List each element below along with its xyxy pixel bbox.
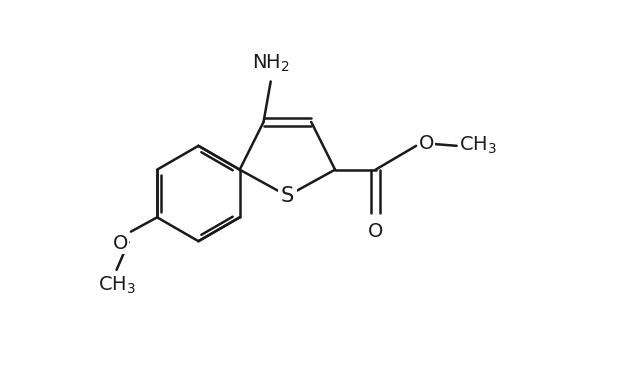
Text: CH$_3$: CH$_3$ [459, 135, 497, 156]
Text: O: O [368, 222, 383, 241]
Text: O: O [113, 234, 129, 253]
Text: S: S [281, 186, 294, 206]
Text: O: O [419, 134, 434, 153]
Text: NH$_2$: NH$_2$ [252, 53, 290, 74]
Text: CH$_3$: CH$_3$ [97, 274, 136, 296]
